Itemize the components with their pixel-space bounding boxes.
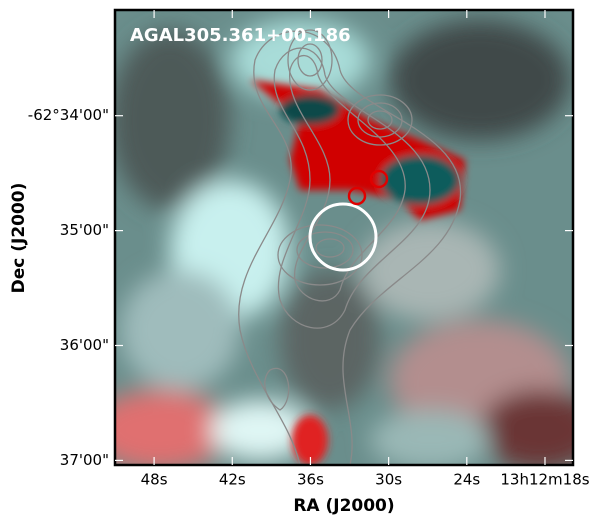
sky-image (115, 10, 573, 465)
y-tick-label: -62°34'00" (28, 106, 109, 124)
marker-circle (347, 186, 367, 206)
x-tick-label: 36s (297, 471, 324, 489)
x-tick-label: 42s (219, 471, 246, 489)
x-tick-label: 30s (375, 471, 402, 489)
marker-circle (308, 202, 378, 272)
marker-circle (369, 169, 389, 189)
x-tick-label: 13h12m18s (500, 471, 589, 489)
contours (238, 29, 462, 465)
x-axis-label: RA (J2000) (293, 496, 394, 516)
y-tick-label: 37'00" (60, 451, 109, 469)
y-axis-label: Dec (J2000) (9, 183, 29, 294)
plot-frame (113, 8, 575, 467)
chart-title: AGAL305.361+00.186 (130, 25, 351, 46)
y-tick-label: 35'00" (60, 221, 109, 239)
x-tick-label: 48s (141, 471, 168, 489)
y-tick-label: 36'00" (60, 336, 109, 354)
x-tick-label: 24s (453, 471, 480, 489)
